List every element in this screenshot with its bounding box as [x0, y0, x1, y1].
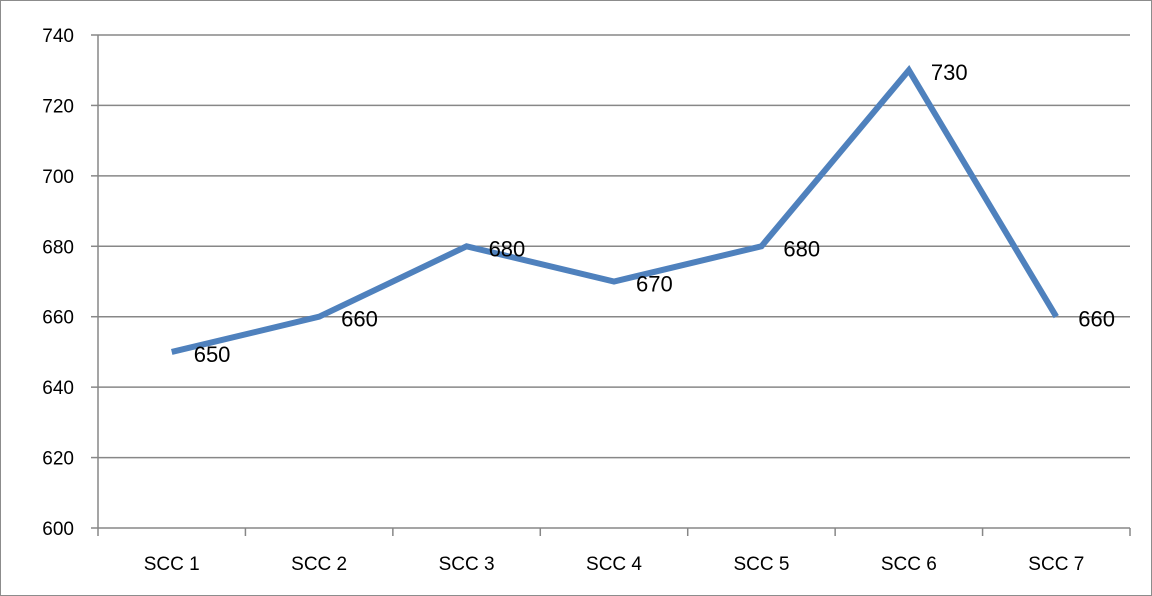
x-tick-label: SCC 1	[144, 554, 200, 575]
y-tick-label: 720	[42, 96, 74, 117]
y-tick-label: 640	[42, 378, 74, 399]
series-line	[171, 65, 1059, 355]
x-tick-label: SCC 3	[439, 554, 495, 575]
data-label: 680	[783, 236, 820, 261]
x-tick-label: SCC 6	[881, 554, 937, 575]
y-tick-label: 660	[42, 308, 74, 329]
y-tick-label: 620	[42, 449, 74, 470]
x-tick-label: SCC 4	[586, 554, 642, 575]
y-tick-label: 700	[42, 167, 74, 188]
data-label: 650	[194, 342, 231, 367]
y-tick-label: 680	[42, 237, 74, 258]
data-label: 670	[636, 272, 673, 297]
data-label: 660	[1078, 307, 1115, 332]
x-tick-label: SCC 5	[733, 554, 789, 575]
y-tick-label: 740	[42, 26, 74, 47]
x-tick-label: SCC 7	[1028, 554, 1084, 575]
data-label: 660	[341, 307, 378, 332]
x-tick-label: SCC 2	[291, 554, 347, 575]
data-label: 680	[489, 236, 526, 261]
data-label: 730	[931, 60, 968, 85]
y-tick-label: 600	[42, 519, 74, 540]
